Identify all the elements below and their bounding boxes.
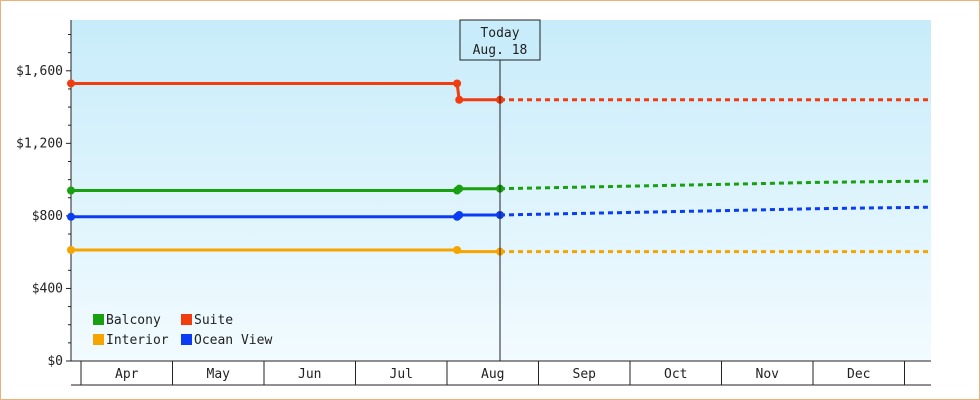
- x-tick-label: Oct: [664, 367, 687, 382]
- y-axis: $0 $400 $800 $1,200 $1,600: [16, 20, 72, 369]
- today-marker: Today Aug. 18: [459, 19, 541, 361]
- x-tick-label: Jun: [298, 367, 321, 382]
- series-point: [455, 184, 464, 193]
- x-tick-label: Sep: [573, 367, 597, 382]
- today-label: Today: [480, 26, 519, 41]
- y-tick-label: $0: [47, 354, 63, 369]
- legend-swatch: [93, 334, 104, 345]
- legend-label: Interior: [106, 333, 169, 348]
- legend-swatch: [93, 314, 104, 325]
- series-line: [71, 248, 500, 254]
- today-date: Aug. 18: [473, 43, 528, 58]
- legend: Balcony Suite Interior Ocean View: [93, 313, 272, 348]
- x-axis: Apr May Jun Jul Aug Sep Oct Nov Dec: [71, 360, 931, 386]
- x-tick-label: Jul: [390, 367, 413, 382]
- legend-label: Suite: [194, 313, 233, 328]
- today-callout-box: [459, 19, 541, 61]
- x-tick-label: Dec: [847, 367, 870, 382]
- series-line: [71, 82, 500, 102]
- legend-swatch: [181, 314, 192, 325]
- x-tick-label: Nov: [756, 367, 780, 382]
- series-point: [455, 210, 464, 219]
- series-point: [67, 212, 75, 221]
- y-tick-label: $1,600: [16, 64, 63, 79]
- series-projected-line: [499, 205, 932, 217]
- series-layer: [67, 79, 932, 256]
- x-tick-label: Aug: [481, 367, 504, 382]
- series-projected-line: [499, 179, 932, 191]
- series-point: [453, 79, 462, 88]
- x-tick-label: Apr: [115, 367, 139, 382]
- legend-label: Balcony: [106, 313, 161, 328]
- series-point: [453, 245, 462, 254]
- series-point: [67, 245, 75, 254]
- y-tick-label: $800: [32, 209, 63, 224]
- y-tick-label: $1,200: [16, 136, 63, 151]
- series-point: [455, 95, 464, 104]
- y-tick-label: $400: [32, 281, 63, 296]
- x-tick-label: May: [207, 367, 231, 382]
- legend-label: Ocean View: [194, 333, 272, 348]
- series-point: [67, 186, 75, 195]
- legend-swatch: [181, 334, 192, 345]
- series-point: [67, 79, 75, 88]
